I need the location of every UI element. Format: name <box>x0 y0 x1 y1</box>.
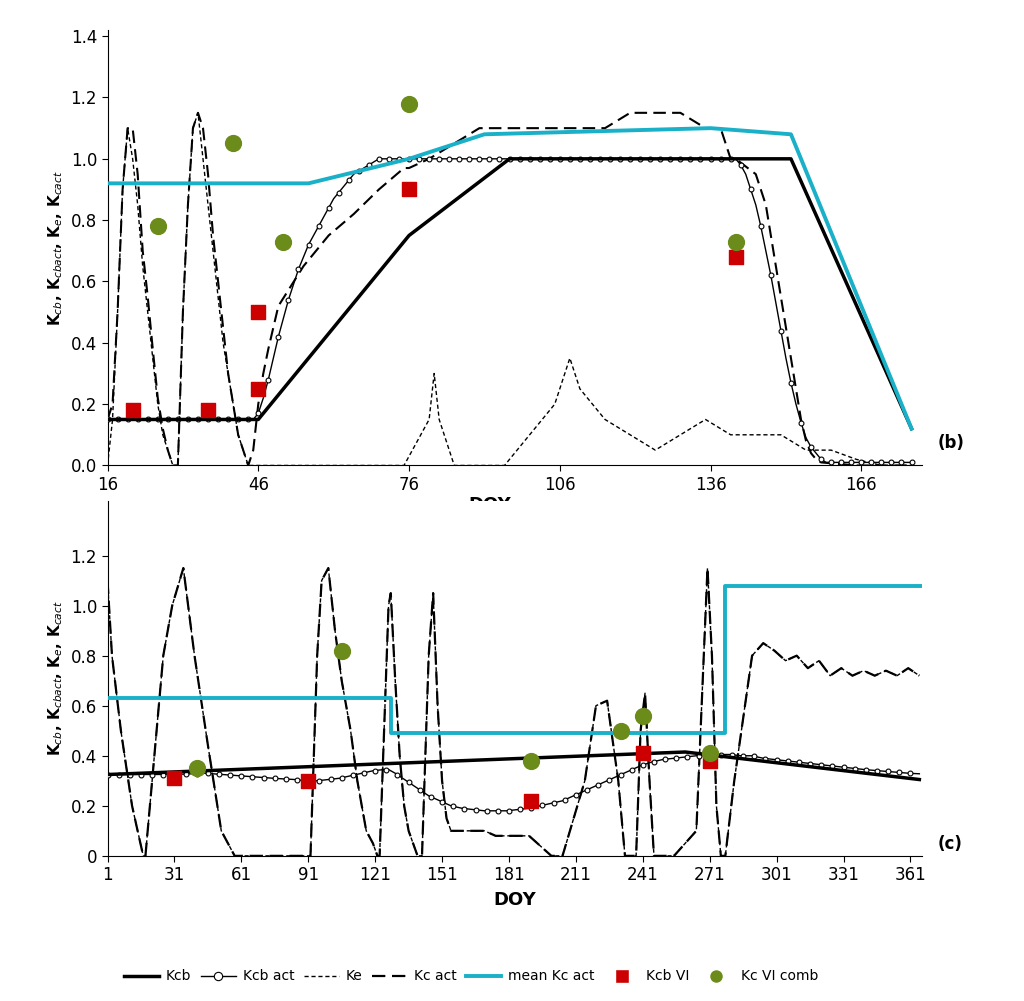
Point <box>727 249 743 265</box>
Point <box>200 402 216 418</box>
Point <box>400 181 417 197</box>
Y-axis label: K$_{cb}$, K$_{cb act}$, K$_e$, K$_{c act}$: K$_{cb}$, K$_{cb act}$, K$_e$, K$_{c act… <box>46 601 66 756</box>
Legend: Kcb, Kcb act, Ke, Kc act, mean Kc act, Kcb VI, Kc VI comb: Kcb, Kcb act, Ke, Kc act, mean Kc act, K… <box>119 964 823 989</box>
Point <box>727 233 743 249</box>
Point <box>523 753 540 769</box>
X-axis label: DOY: DOY <box>494 891 536 909</box>
Point <box>166 771 182 787</box>
Point <box>250 304 266 320</box>
Point <box>612 723 629 739</box>
Point <box>125 402 141 418</box>
Point <box>701 753 718 769</box>
Point <box>523 793 540 809</box>
Y-axis label: K$_{cb}$, K$_{cb act}$, K$_e$, K$_{c act}$: K$_{cb}$, K$_{cb act}$, K$_e$, K$_{c act… <box>46 170 66 325</box>
Point <box>635 708 651 724</box>
Point <box>225 135 242 151</box>
Point <box>275 233 292 249</box>
Text: (c): (c) <box>938 835 963 853</box>
Point <box>701 745 718 761</box>
Point <box>188 761 205 777</box>
Point <box>150 218 166 234</box>
Point <box>400 96 417 112</box>
Text: (b): (b) <box>938 434 965 452</box>
Point <box>300 773 316 789</box>
Point <box>635 745 651 761</box>
X-axis label: DOY: DOY <box>469 495 512 514</box>
Point <box>334 643 350 659</box>
Point <box>250 380 266 396</box>
